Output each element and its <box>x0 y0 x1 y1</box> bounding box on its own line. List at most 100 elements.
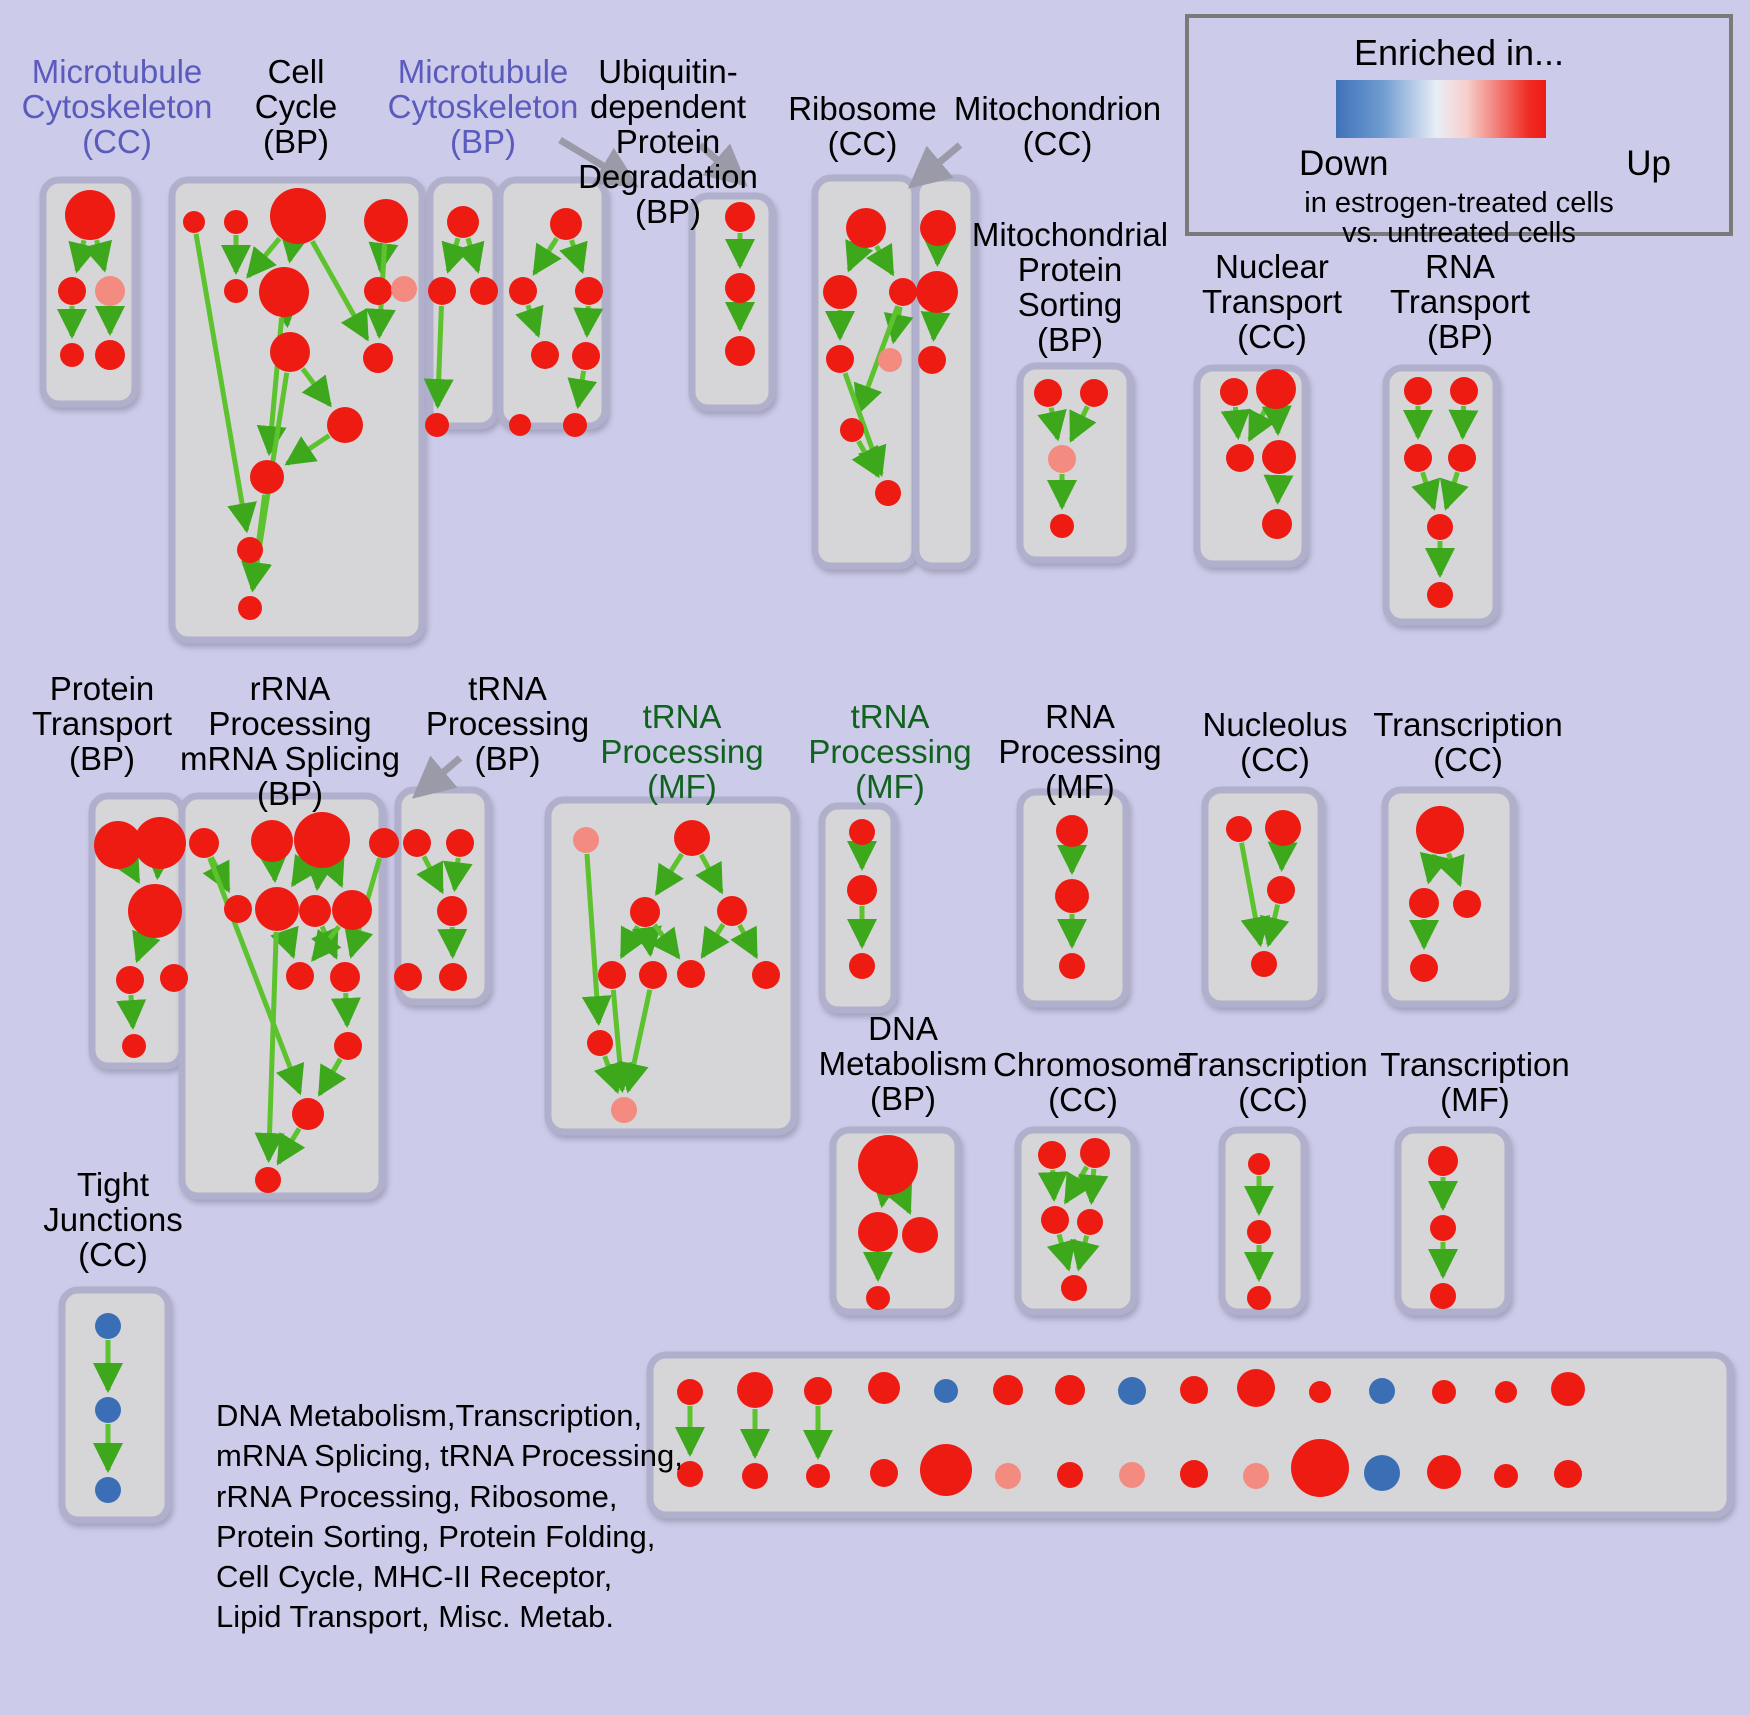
graph-node[interactable] <box>902 1217 938 1253</box>
graph-node[interactable] <box>1265 810 1301 846</box>
graph-node[interactable] <box>1551 1372 1585 1406</box>
graph-node[interactable] <box>742 1463 768 1489</box>
graph-node[interactable] <box>1404 444 1432 472</box>
graph-node[interactable] <box>1267 876 1295 904</box>
graph-node[interactable] <box>1041 1206 1069 1234</box>
graph-node[interactable] <box>1237 1369 1275 1407</box>
graph-node[interactable] <box>1077 1209 1103 1235</box>
graph-node[interactable] <box>95 1477 121 1503</box>
graph-node[interactable] <box>752 961 780 989</box>
graph-node[interactable] <box>334 1032 362 1060</box>
graph-node[interactable] <box>224 895 252 923</box>
graph-node[interactable] <box>1427 1455 1461 1489</box>
graph-node[interactable] <box>330 962 360 992</box>
graph-node[interactable] <box>364 199 408 243</box>
graph-node[interactable] <box>1038 1141 1066 1169</box>
graph-node[interactable] <box>116 966 144 994</box>
graph-node[interactable] <box>1410 954 1438 982</box>
graph-node[interactable] <box>1432 1380 1456 1404</box>
graph-node[interactable] <box>1554 1460 1582 1488</box>
graph-node[interactable] <box>1262 509 1292 539</box>
graph-node[interactable] <box>95 1397 121 1423</box>
graph-node[interactable] <box>889 278 917 306</box>
graph-node[interactable] <box>327 407 363 443</box>
graph-node[interactable] <box>1050 514 1074 538</box>
graph-node[interactable] <box>128 884 182 938</box>
graph-node[interactable] <box>677 1379 703 1405</box>
graph-node[interactable] <box>394 963 422 991</box>
graph-node[interactable] <box>1495 1381 1517 1403</box>
graph-node[interactable] <box>868 1372 900 1404</box>
graph-node[interactable] <box>403 829 431 857</box>
graph-node[interactable] <box>446 829 474 857</box>
graph-node[interactable] <box>1180 1460 1208 1488</box>
graph-node[interactable] <box>1430 1215 1456 1241</box>
graph-node[interactable] <box>1428 1146 1458 1176</box>
graph-node[interactable] <box>259 267 309 317</box>
graph-node[interactable] <box>1180 1376 1208 1404</box>
graph-node[interactable] <box>238 596 262 620</box>
graph-node[interactable] <box>587 1030 613 1056</box>
graph-node[interactable] <box>849 953 875 979</box>
graph-node[interactable] <box>1034 379 1062 407</box>
graph-node[interactable] <box>875 480 901 506</box>
graph-node[interactable] <box>189 828 219 858</box>
graph-node[interactable] <box>725 202 755 232</box>
graph-node[interactable] <box>1256 369 1296 409</box>
graph-node[interactable] <box>920 1444 972 1496</box>
graph-node[interactable] <box>840 418 864 442</box>
graph-node[interactable] <box>1243 1463 1269 1489</box>
graph-node[interactable] <box>639 961 667 989</box>
graph-node[interactable] <box>250 460 284 494</box>
graph-node[interactable] <box>918 346 946 374</box>
graph-node[interactable] <box>369 828 399 858</box>
graph-node[interactable] <box>437 896 467 926</box>
graph-node[interactable] <box>674 820 710 856</box>
graph-node[interactable] <box>572 342 600 370</box>
graph-node[interactable] <box>1369 1378 1395 1404</box>
graph-node[interactable] <box>826 345 854 373</box>
graph-node[interactable] <box>1262 440 1296 474</box>
graph-node[interactable] <box>563 413 587 437</box>
graph-node[interactable] <box>1364 1455 1400 1491</box>
graph-node[interactable] <box>1080 379 1108 407</box>
graph-node[interactable] <box>1220 378 1248 406</box>
graph-node[interactable] <box>286 962 314 990</box>
graph-node[interactable] <box>58 277 86 305</box>
graph-node[interactable] <box>1409 888 1439 918</box>
graph-node[interactable] <box>224 279 248 303</box>
graph-node[interactable] <box>878 348 902 372</box>
graph-node[interactable] <box>428 277 456 305</box>
graph-node[interactable] <box>1404 377 1432 405</box>
graph-node[interactable] <box>611 1097 637 1123</box>
graph-node[interactable] <box>439 963 467 991</box>
graph-node[interactable] <box>1061 1275 1087 1301</box>
graph-node[interactable] <box>1247 1220 1271 1244</box>
graph-node[interactable] <box>270 188 326 244</box>
graph-node[interactable] <box>270 332 310 372</box>
graph-node[interactable] <box>1248 1153 1270 1175</box>
graph-node[interactable] <box>1291 1439 1349 1497</box>
graph-node[interactable] <box>677 1461 703 1487</box>
graph-node[interactable] <box>1119 1462 1145 1488</box>
graph-node[interactable] <box>1118 1377 1146 1405</box>
graph-node[interactable] <box>823 275 857 309</box>
graph-node[interactable] <box>1416 806 1464 854</box>
graph-node[interactable] <box>237 537 263 563</box>
graph-node[interactable] <box>1048 445 1076 473</box>
graph-node[interactable] <box>725 273 755 303</box>
graph-node[interactable] <box>531 341 559 369</box>
graph-node[interactable] <box>160 964 188 992</box>
graph-node[interactable] <box>804 1377 832 1405</box>
graph-node[interactable] <box>630 897 660 927</box>
graph-node[interactable] <box>1247 1286 1271 1310</box>
graph-node[interactable] <box>920 210 956 246</box>
graph-node[interactable] <box>598 961 626 989</box>
graph-node[interactable] <box>1059 953 1085 979</box>
graph-node[interactable] <box>251 820 293 862</box>
graph-node[interactable] <box>255 887 299 931</box>
graph-node[interactable] <box>806 1464 830 1488</box>
graph-node[interactable] <box>294 812 350 868</box>
graph-node[interactable] <box>1057 1462 1083 1488</box>
graph-node[interactable] <box>60 343 84 367</box>
